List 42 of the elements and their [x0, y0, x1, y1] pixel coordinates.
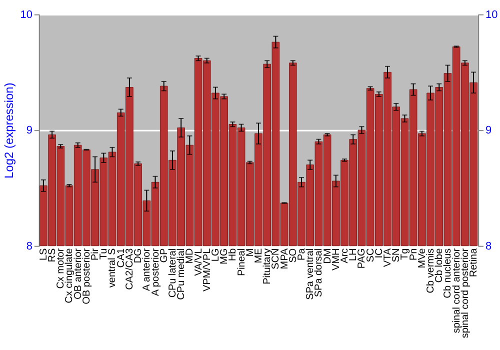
- x-tick-label: IC: [374, 248, 385, 258]
- x-tick-label: OB posterior: [81, 248, 92, 304]
- x-tick-label: LS: [38, 248, 50, 261]
- x-tick-label: VPM/VPL: [202, 248, 213, 292]
- y2-tick-label: 8: [486, 240, 492, 252]
- x-tick-label: SPa dorsal: [314, 248, 325, 298]
- x-tick-label: ME: [253, 248, 264, 264]
- x-tick-label: DM: [322, 248, 334, 264]
- x-tick-label: RS: [47, 248, 58, 262]
- x-tick-label: VMH: [330, 248, 342, 270]
- y2-tick-label: 9: [486, 124, 492, 137]
- x-tick-label: MVe: [416, 248, 428, 268]
- x-tick-label: A posterior: [150, 248, 162, 296]
- x-tick-label: Pituitary: [262, 248, 274, 284]
- x-tick-label: CA2/CA3: [124, 248, 136, 290]
- x-tick-label: Tg: [400, 248, 411, 260]
- x-tick-label: M: [244, 248, 256, 257]
- x-tick-label: SCN: [270, 248, 282, 270]
- x-tick-label: spinal cord posterior: [460, 248, 471, 338]
- y-axis-title: Log2 (expression): [2, 82, 16, 178]
- x-tick-label: OB anterior: [72, 248, 84, 300]
- x-tick-label: PAG: [356, 248, 368, 269]
- x-tick-label: Pn: [408, 248, 420, 261]
- x-tick-label: A anterior: [142, 248, 153, 292]
- y-tick-label: 9: [26, 124, 32, 137]
- x-tick-label: Pa: [296, 248, 308, 261]
- x-tick-label: ventral S: [107, 248, 118, 288]
- x-tick-label: Retina: [468, 248, 480, 278]
- x-tick-label: MPA: [279, 248, 290, 270]
- x-tick-label: LG: [210, 248, 222, 262]
- x-tick-label: Pineal: [236, 248, 248, 276]
- x-tick-label: spinal cord anterior: [451, 248, 462, 334]
- x-tick-label: Hb: [228, 248, 239, 262]
- x-tick-label: Cb nucleus: [442, 248, 454, 298]
- x-tick-label: GP: [158, 248, 170, 263]
- x-tick-label: SO: [288, 248, 299, 263]
- y-tick-label: 8: [26, 240, 32, 252]
- x-tick-label: Cx cingulate: [64, 248, 76, 304]
- x-tick-label: SC: [365, 248, 376, 262]
- y-tick-label: 10: [20, 8, 32, 21]
- x-tick-label: Arc: [339, 248, 350, 264]
- y2-tick-label: 10: [486, 8, 498, 21]
